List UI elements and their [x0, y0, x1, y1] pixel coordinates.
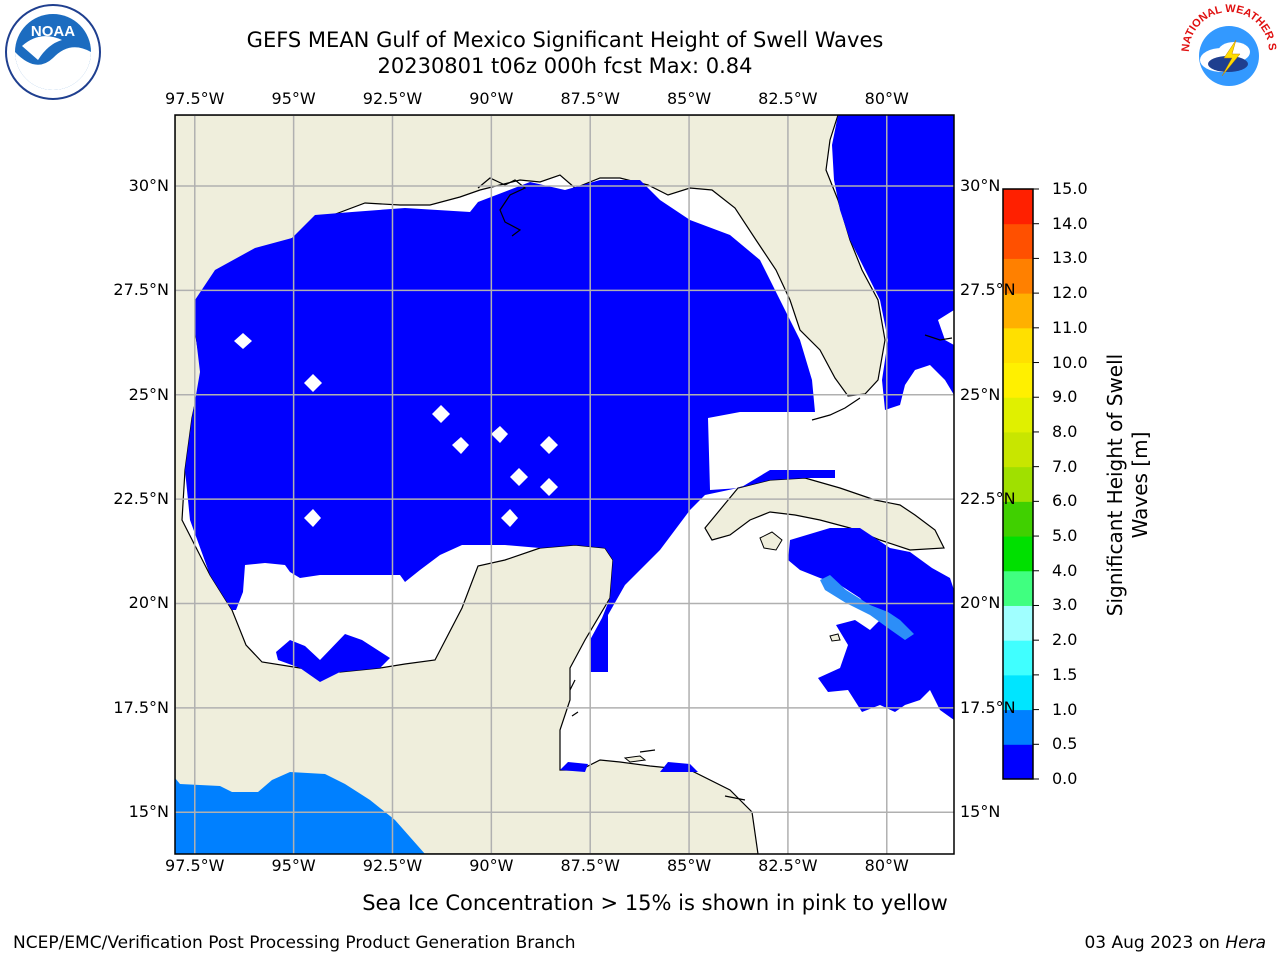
noaa-logo-text: NOAA — [31, 23, 75, 40]
lat-tick-left: 17.5°N — [113, 697, 169, 717]
colorbar-segment — [1003, 570, 1033, 606]
colorbar-tick-label: 3.0 — [1052, 595, 1078, 615]
lon-tick-bottom: 87.5°W — [560, 856, 620, 875]
coastline-detail — [477, 177, 953, 801]
colorbar-tick-label: 0.5 — [1052, 734, 1078, 754]
lat-tick-right: 17.5°N — [960, 697, 1016, 717]
lon-tick-top: 80°W — [864, 89, 909, 108]
footer-credit: NCEP/EMC/Verification Post Processing Pr… — [13, 933, 576, 953]
noaa-logo: NOAA — [5, 4, 101, 100]
colorbar-tick-label: 11.0 — [1052, 317, 1088, 337]
colorbar-segment — [1003, 536, 1033, 572]
colorbar — [1002, 188, 1039, 780]
colorbar-segment — [1003, 674, 1033, 711]
colorbar-tick-label: 14.0 — [1052, 213, 1088, 233]
lon-tick-bottom: 92.5°W — [362, 856, 423, 875]
colorbar-tick-label: 10.0 — [1052, 352, 1088, 372]
colorbar-segment — [1003, 744, 1033, 780]
lon-tick-top: 82.5°W — [758, 89, 818, 108]
colorbar-tick-label: 12.0 — [1052, 283, 1088, 303]
colorbar-tick-label: 13.0 — [1052, 248, 1088, 268]
colorbar-frame — [1002, 188, 1034, 780]
colorbar-segment — [1003, 223, 1033, 259]
lat-tick-left: 27.5°N — [113, 280, 169, 300]
map-panel — [174, 114, 955, 855]
footer-date: 03 Aug 2023 on Hera — [1084, 933, 1266, 953]
lat-tick-right: 27.5°N — [960, 280, 1016, 300]
lon-tick-top: 90°W — [469, 89, 514, 108]
colorbar-segment — [1003, 605, 1033, 641]
colorbar-label: Significant Height of Swell Waves [m] — [1103, 353, 1152, 617]
sea-ice-note: Sea Ice Concentration > 15% is shown in … — [362, 891, 948, 915]
lon-tick-bottom: 90°W — [469, 856, 514, 875]
lat-tick-right: 25°N — [960, 384, 1001, 404]
colorbar-tick-label: 7.0 — [1052, 456, 1078, 476]
colorbar-segment — [1003, 362, 1033, 398]
lat-tick-right: 20°N — [960, 593, 1001, 613]
colorbar-segment — [1003, 431, 1033, 468]
colorbar-tick-label: 1.0 — [1052, 699, 1078, 719]
colorbar-tick-label: 8.0 — [1052, 421, 1078, 441]
colorbar-tick-label: 0.0 — [1052, 769, 1078, 788]
colorbar-tick-label: 2.0 — [1052, 630, 1078, 650]
colorbar-tick-label: 9.0 — [1052, 387, 1078, 407]
swell-field-low — [185, 115, 954, 772]
colorbar-segment — [1003, 501, 1033, 537]
gridlines — [175, 115, 954, 854]
lon-tick-top: 97.5°W — [165, 89, 225, 108]
nws-logo: NATIONAL WEATHER SERVICE — [0, 0, 1278, 101]
swell-field-mid — [175, 575, 914, 854]
lat-tick-left: 30°N — [128, 175, 169, 195]
land-mass — [175, 115, 954, 854]
lat-tick-left: 25°N — [128, 384, 169, 404]
lat-tick-right: 30°N — [960, 175, 1001, 195]
footer-date-text: 03 Aug 2023 on — [1084, 933, 1226, 953]
lon-tick-bottom: 85°W — [666, 856, 712, 875]
lon-tick-top: 92.5°W — [362, 89, 423, 108]
map-title: GEFS MEAN Gulf of Mexico Significant Hei… — [246, 28, 884, 52]
lon-tick-top: 95°W — [271, 89, 316, 108]
lon-tick-bottom: 97.5°W — [165, 856, 225, 875]
colorbar-tick-label: 6.0 — [1052, 491, 1078, 511]
colorbar-segment — [1003, 397, 1033, 433]
colorbar-segment — [1003, 709, 1033, 745]
colorbar-segment — [1003, 293, 1033, 329]
colorbar-tick-label: 5.0 — [1052, 526, 1078, 546]
colorbar-tick-label: 4.0 — [1052, 560, 1078, 580]
colorbar-tick-label: 15.0 — [1052, 179, 1088, 198]
lat-tick-left: 20°N — [128, 593, 169, 613]
colorbar-segment — [1003, 189, 1033, 225]
lon-tick-top: 85°W — [666, 89, 712, 108]
colorbar-segment — [1003, 640, 1033, 676]
lon-tick-bottom: 95°W — [271, 856, 316, 875]
lat-tick-right: 22.5°N — [960, 489, 1016, 509]
colorbar-segment — [1003, 466, 1033, 502]
lat-tick-left: 22.5°N — [113, 489, 169, 509]
colorbar-segment — [1003, 327, 1033, 364]
map-frame — [174, 114, 955, 855]
lon-tick-top: 87.5°W — [560, 89, 620, 108]
colorbar-tick-label: 1.5 — [1052, 664, 1078, 684]
lon-tick-bottom: 80°W — [864, 856, 909, 875]
lon-tick-bottom: 82.5°W — [758, 856, 818, 875]
footer-host: Hera — [1225, 933, 1266, 953]
colorbar-segment — [1003, 258, 1033, 294]
lat-tick-right: 15°N — [960, 802, 1001, 822]
lat-tick-left: 15°N — [128, 802, 169, 822]
nws-logo-text: NATIONAL WEATHER SERVICE — [0, 0, 1278, 52]
map-subtitle: 20230801 t06z 000h fcst Max: 0.84 — [377, 54, 753, 78]
